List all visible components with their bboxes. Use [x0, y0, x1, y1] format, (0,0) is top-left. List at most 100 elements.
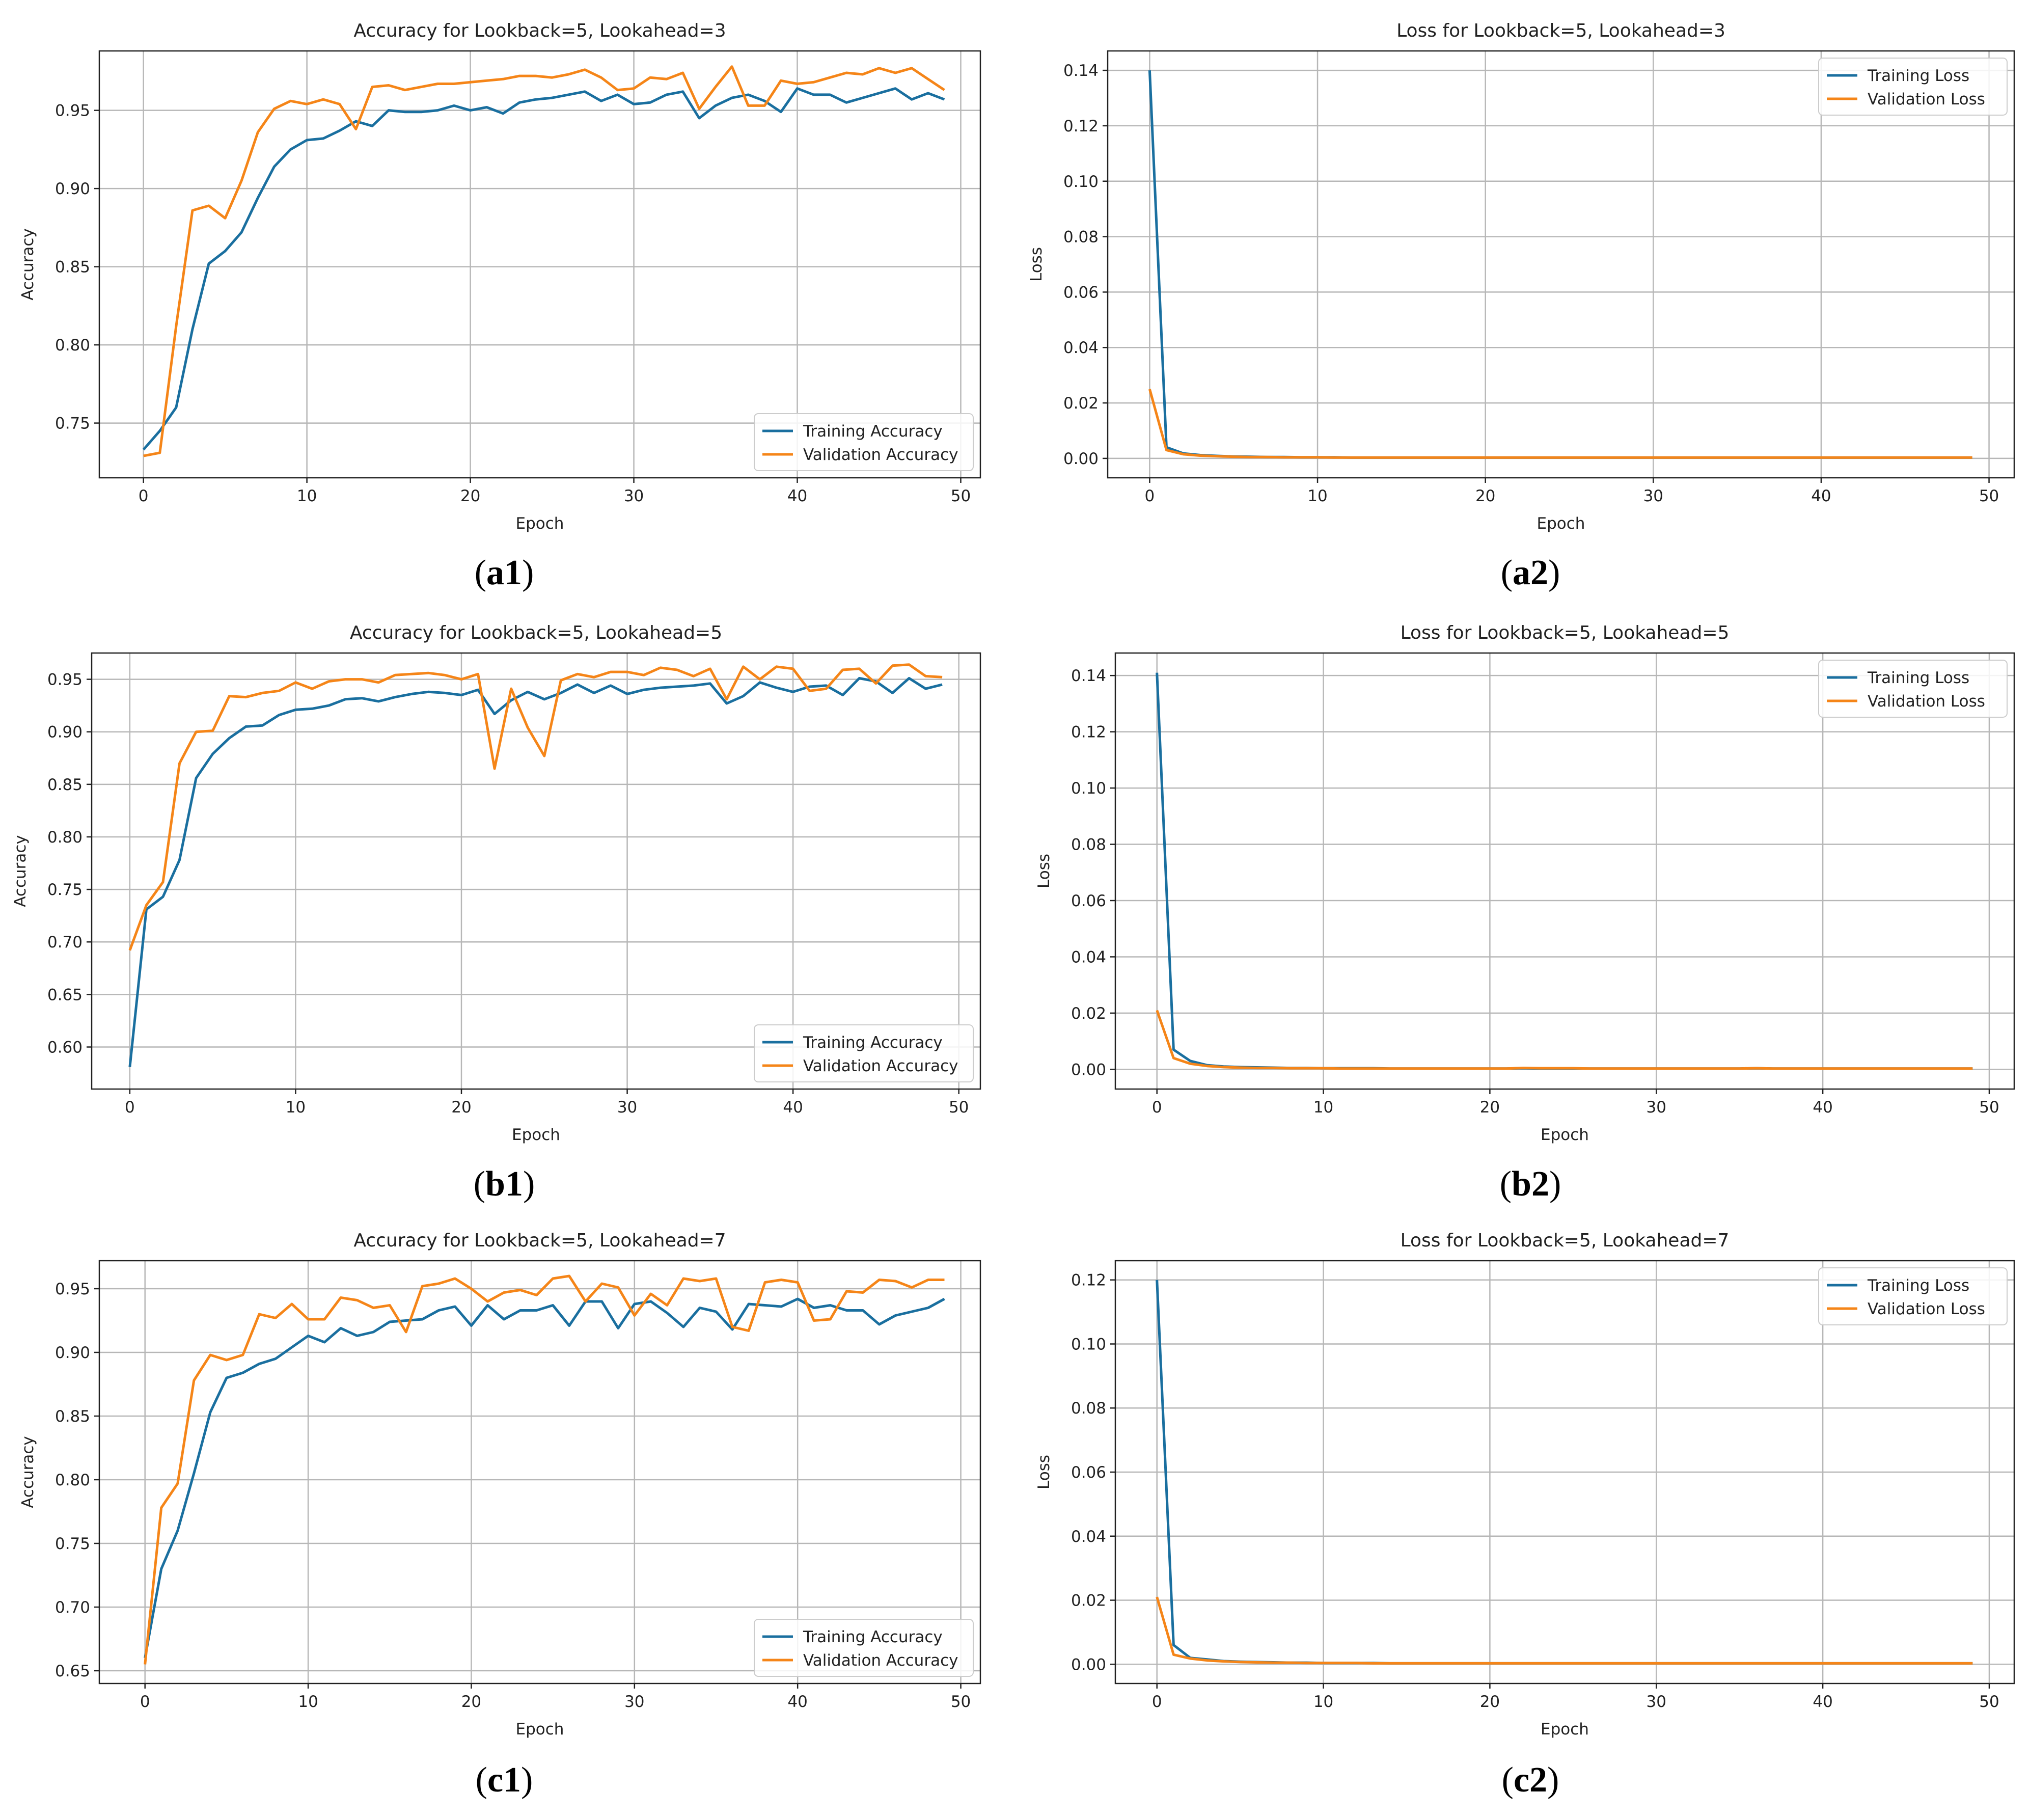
chart-title: Loss for Lookback=5, Lookahead=7	[1401, 1230, 1730, 1251]
y-tick-label: 0.04	[1071, 1528, 1106, 1546]
y-axis-label: Accuracy	[19, 1436, 37, 1508]
legend: Training Loss Validation Loss	[1818, 660, 2008, 718]
y-tick-label: 0.00	[1071, 1655, 1106, 1674]
legend-label: Validation Accuracy	[803, 1057, 958, 1075]
y-tick-label: 0.12	[1071, 1271, 1106, 1290]
series-line-training-accuracy	[142, 87, 945, 451]
legend: Training Accuracy Validation Accuracy	[754, 413, 974, 471]
chart-a1: 0 10 20 30 40 50 0.75 0.80 0.85 0.90 0.95 Accuracy …	[19, 20, 981, 533]
x-tick-label: 0	[140, 1693, 150, 1711]
x-axis-label: Epoch	[1537, 514, 1585, 533]
series-line-validation-accuracy	[144, 1274, 945, 1665]
y-tick-label: 0.00	[1063, 450, 1099, 468]
panel-label-a2: (a2)	[1500, 553, 1560, 592]
x-axis-label: Epoch	[1541, 1720, 1589, 1738]
y-axis-label: Accuracy	[19, 228, 37, 301]
chart-b1: 0 10 20 30 40 50 0.60 0.65 0.70 0.75 0.80 0.85 0.90 0…	[11, 622, 981, 1144]
chart-title: Accuracy for Lookback=5, Lookahead=7	[353, 1230, 726, 1251]
legend-box	[1818, 1267, 2008, 1325]
y-tick-label: 0.12	[1071, 723, 1106, 742]
x-tick-label: 50	[1979, 1693, 1999, 1711]
legend-label: Validation Accuracy	[803, 446, 958, 464]
legend-label: Validation Loss	[1868, 692, 1985, 711]
panel-label-b2: (b2)	[1499, 1164, 1561, 1204]
x-tick-label: 10	[297, 487, 317, 505]
y-tick-label: 0.04	[1063, 339, 1099, 357]
y-tick-label: 0.00	[1071, 1061, 1106, 1079]
y-tick-label: 0.90	[55, 1344, 90, 1362]
y-tick-label: 0.70	[55, 1598, 90, 1617]
y-tick-label: 0.02	[1071, 1592, 1106, 1610]
y-tick-label: 0.06	[1071, 892, 1106, 910]
chart-title: Accuracy for Lookback=5, Lookahead=3	[353, 20, 726, 41]
y-tick-label: 0.06	[1071, 1463, 1106, 1482]
legend-box	[1818, 660, 2008, 718]
legend: Training Loss Validation Loss	[1818, 58, 2008, 116]
x-tick-label: 30	[1647, 1693, 1666, 1711]
y-tick-label: 0.08	[1063, 228, 1099, 247]
x-tick-label: 40	[1813, 1098, 1832, 1117]
series-line-validation-accuracy	[128, 663, 943, 951]
y-tick-label: 0.80	[47, 828, 83, 847]
y-tick-label: 0.12	[1063, 117, 1099, 135]
x-tick-label: 50	[949, 1098, 969, 1117]
x-tick-label: 10	[1313, 1693, 1333, 1711]
y-tick-label: 0.06	[1063, 283, 1099, 302]
legend-box	[754, 1619, 974, 1677]
y-tick-label: 0.90	[47, 723, 83, 742]
y-tick-label: 0.85	[55, 1407, 90, 1426]
y-axis-label: Loss	[1035, 854, 1053, 888]
legend-box	[1818, 58, 2008, 116]
y-tick-label: 0.04	[1071, 948, 1106, 966]
y-tick-label: 0.14	[1071, 667, 1106, 685]
chart-panel-a1: 0 10 20 30 40 50 0.75 0.80 0.85 0.90 0.95 Accuracy …	[0, 0, 998, 545]
y-tick-label: 0.10	[1071, 779, 1106, 798]
x-tick-label: 20	[1480, 1098, 1500, 1117]
legend-label: Training Accuracy	[803, 422, 943, 441]
y-tick-label: 0.14	[1063, 62, 1099, 80]
plot-frame	[1114, 652, 2015, 1090]
chart-panel-c1: 0 10 20 30 40 50 0.65 0.70 0.75 0.80 0.85 0.90 0.95 A…	[0, 1223, 998, 1768]
legend: Training Accuracy Validation Accuracy	[754, 1619, 974, 1677]
x-tick-label: 0	[1145, 487, 1155, 505]
y-axis-label: Loss	[1035, 1455, 1053, 1489]
y-tick-label: 0.10	[1071, 1335, 1106, 1353]
plot-frame	[91, 652, 981, 1090]
chart-title: Loss for Lookback=5, Lookahead=5	[1401, 622, 1730, 643]
chart-c2: 0 10 20 30 40 50 0.00 0.02 0.04 0.06 0.08 0.10 0.12 L…	[1035, 1230, 2015, 1738]
legend-label: Training Loss	[1867, 669, 1969, 687]
y-tick-label: 0.08	[1071, 1399, 1106, 1418]
chart-panel-a2: 0 10 20 30 40 50 0.00 0.02 0.04 0.06 0.08 0.10 0.12 0…	[1026, 0, 2030, 545]
legend-label: Training Accuracy	[803, 1034, 943, 1052]
x-tick-label: 20	[451, 1098, 471, 1117]
x-tick-label: 0	[139, 487, 149, 505]
x-tick-label: 40	[1811, 487, 1831, 505]
panel-label-b1: (b1)	[473, 1164, 535, 1204]
y-tick-label: 0.80	[55, 336, 90, 355]
chart-a2: 0 10 20 30 40 50 0.00 0.02 0.04 0.06 0.08 0.10 0.12 0…	[1027, 20, 2015, 533]
plot-frame	[98, 1260, 981, 1685]
x-tick-label: 30	[624, 1693, 644, 1711]
series-line-training-accuracy	[144, 1297, 945, 1659]
legend-box	[754, 413, 974, 471]
legend: Training Loss Validation Loss	[1818, 1267, 2008, 1325]
x-tick-label: 50	[951, 487, 971, 505]
legend-box	[754, 1024, 974, 1082]
x-tick-label: 20	[1475, 487, 1495, 505]
panel-label-a1: (a1)	[474, 553, 534, 592]
legend-label: Validation Loss	[1868, 1300, 1985, 1318]
x-tick-label: 40	[783, 1098, 803, 1117]
x-tick-label: 10	[298, 1693, 318, 1711]
x-tick-label: 40	[787, 1693, 807, 1711]
x-tick-label: 20	[460, 487, 480, 505]
x-axis-label: Epoch	[1541, 1126, 1589, 1144]
x-tick-label: 20	[461, 1693, 481, 1711]
y-tick-label: 0.02	[1063, 394, 1099, 413]
x-tick-label: 10	[1313, 1098, 1333, 1117]
chart-b2: 0 10 20 30 40 50 0.00 0.02 0.04 0.06 0.08 0.10 0.12 0…	[1035, 622, 2015, 1144]
x-axis-label: Epoch	[516, 514, 564, 533]
x-tick-label: 30	[624, 487, 644, 505]
legend-label: Training Loss	[1867, 67, 1969, 85]
x-tick-label: 50	[951, 1693, 971, 1711]
y-tick-label: 0.95	[55, 102, 90, 120]
